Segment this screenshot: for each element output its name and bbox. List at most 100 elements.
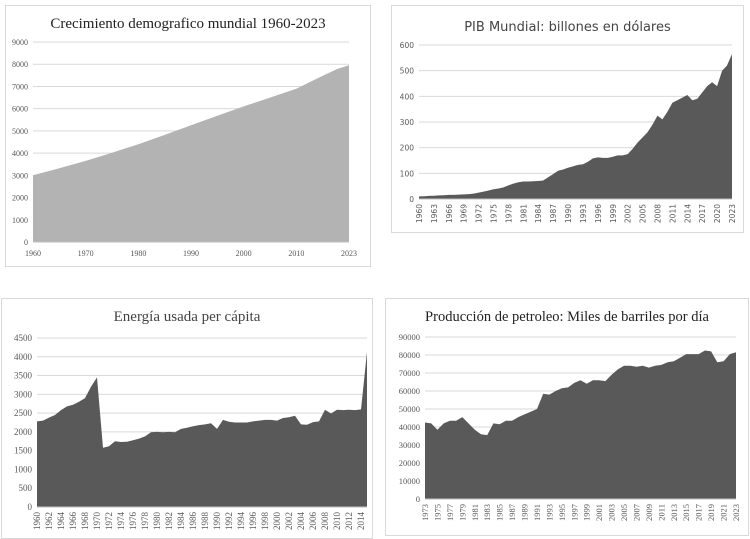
x-tick-label: 2014: [356, 512, 366, 531]
y-tick-label: 4500: [14, 333, 33, 343]
x-tick-label: 1980: [152, 512, 162, 531]
x-tick-label: 1986: [188, 512, 198, 531]
x-tick-label: 1997: [569, 504, 579, 521]
y-tick-label: 300: [400, 118, 415, 127]
x-tick-label: 2023: [728, 204, 737, 223]
x-tick-label: 1975: [490, 204, 499, 223]
x-tick-label: 1970: [92, 512, 102, 531]
x-tick-label: 2005: [619, 504, 629, 521]
x-tick-label: 1976: [128, 512, 138, 531]
x-tick-label: 2023: [731, 504, 741, 521]
x-tick-label: 1993: [579, 204, 588, 223]
x-tick-label: 2011: [668, 204, 677, 223]
x-tick-label: 1978: [504, 204, 513, 223]
x-tick-label: 1984: [176, 512, 186, 531]
y-tick-label: 30000: [399, 440, 420, 450]
x-tick-label: 1979: [457, 504, 467, 521]
x-tick-label: 1962: [44, 512, 54, 530]
x-tick-label: 2007: [631, 504, 641, 521]
y-tick-label: 500: [19, 483, 33, 493]
x-tick-label: 1960: [25, 249, 41, 258]
x-tick-label: 1977: [445, 504, 455, 521]
x-tick-label: 2010: [288, 249, 304, 258]
x-tick-label: 2023: [341, 249, 357, 258]
x-tick-label: 1978: [140, 512, 150, 531]
y-tick-label: 1000: [14, 464, 33, 474]
y-tick-label: 7000: [12, 82, 28, 91]
y-tick-label: 8000: [12, 60, 28, 69]
y-tick-label: 500: [400, 67, 415, 76]
y-tick-label: 600: [400, 41, 415, 50]
x-tick-label: 2000: [272, 512, 282, 531]
y-tick-label: 4000: [12, 149, 28, 158]
chart-title: Crecimiento demografico mundial 1960-202…: [50, 16, 326, 32]
x-tick-label: 2017: [694, 504, 704, 521]
x-tick-label: 1984: [534, 204, 543, 223]
y-tick-label: 0: [28, 502, 33, 512]
x-tick-label: 1994: [236, 512, 246, 531]
y-tick-label: 70000: [399, 368, 420, 378]
x-tick-label: 1996: [248, 512, 258, 531]
x-tick-label: 1995: [557, 504, 567, 521]
y-tick-label: 3000: [14, 389, 33, 399]
x-tick-label: 2021: [719, 504, 729, 521]
x-tick-label: 1999: [609, 204, 618, 223]
y-tick-label: 0: [409, 195, 414, 204]
x-tick-label: 1960: [32, 512, 42, 531]
y-tick-label: 5000: [12, 127, 28, 136]
x-tick-label: 1999: [582, 504, 592, 521]
x-tick-label: 1966: [68, 512, 78, 531]
x-tick-label: 2014: [683, 204, 692, 223]
y-tick-label: 90000: [399, 332, 420, 342]
area-series: [419, 54, 732, 199]
x-tick-label: 2013: [669, 504, 679, 521]
x-tick-label: 2002: [624, 204, 633, 223]
x-tick-label: 1990: [564, 204, 573, 223]
x-tick-label: 2000: [236, 249, 252, 258]
x-tick-label: 1993: [544, 504, 554, 521]
y-tick-label: 0: [24, 238, 28, 247]
x-tick-label: 2004: [296, 512, 306, 531]
y-tick-label: 0: [416, 494, 420, 504]
x-tick-label: 2008: [653, 204, 662, 223]
y-tick-label: 1500: [14, 446, 33, 456]
y-tick-label: 2000: [14, 427, 33, 437]
x-tick-label: 1989: [520, 504, 530, 521]
x-tick-label: 1972: [104, 512, 114, 530]
y-tick-label: 100: [400, 169, 415, 178]
area-series: [425, 350, 736, 499]
x-tick-label: 2012: [344, 512, 354, 530]
y-tick-label: 6000: [12, 105, 28, 114]
y-tick-label: 3000: [12, 171, 28, 180]
x-tick-label: 1975: [432, 504, 442, 521]
x-tick-label: 1973: [420, 504, 430, 521]
x-tick-label: 1991: [532, 504, 542, 521]
x-tick-label: 1998: [260, 512, 270, 531]
x-tick-label: 2006: [308, 512, 318, 531]
y-tick-label: 4000: [14, 352, 33, 362]
x-tick-label: 1980: [130, 249, 146, 258]
y-tick-label: 40000: [399, 422, 420, 432]
x-tick-label: 1969: [460, 204, 469, 223]
x-tick-label: 1982: [164, 512, 174, 530]
x-tick-label: 1972: [475, 204, 484, 223]
x-tick-label: 1987: [507, 504, 517, 521]
chart-title: Energía usada per cápita: [113, 309, 261, 325]
x-tick-label: 1974: [116, 512, 126, 531]
y-tick-label: 20000: [399, 458, 420, 468]
chart-title: PIB Mundial: billones en dólares: [464, 20, 671, 35]
x-tick-label: 1988: [200, 512, 210, 531]
y-tick-label: 10000: [399, 476, 420, 486]
x-tick-label: 1985: [495, 504, 505, 521]
x-tick-label: 2009: [644, 504, 654, 521]
x-tick-label: 1992: [224, 512, 234, 530]
x-tick-label: 2005: [639, 204, 648, 223]
area-series: [33, 65, 349, 242]
area-series: [37, 351, 367, 507]
x-tick-label: 1990: [183, 249, 199, 258]
y-tick-label: 9000: [12, 38, 28, 47]
x-tick-label: 2008: [320, 512, 330, 531]
x-tick-label: 2015: [681, 504, 691, 521]
x-tick-label: 1990: [212, 512, 222, 531]
